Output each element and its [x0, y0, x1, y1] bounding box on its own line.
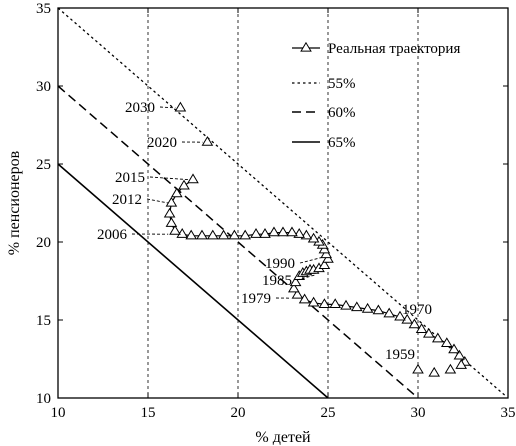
legend-label: 55%	[328, 76, 356, 92]
legend-label: 65%	[328, 135, 356, 151]
trajectory-point	[170, 187, 183, 198]
x-tick-label: 35	[501, 405, 516, 421]
trajectory-point	[307, 296, 320, 307]
trajectory-point	[422, 327, 435, 338]
y-tick-label: 30	[36, 79, 51, 95]
trajectory-point	[286, 226, 298, 237]
legend-label: 60%	[328, 105, 356, 121]
trajectory	[163, 101, 471, 377]
projection-point	[412, 363, 424, 374]
trajectory-point	[165, 196, 178, 207]
trajectory-point	[185, 229, 198, 240]
projection-point	[174, 101, 187, 112]
trajectory-point	[165, 217, 178, 227]
year-leader-2012	[146, 198, 169, 204]
year-label-2030: 2030	[125, 100, 155, 116]
trajectory-point	[178, 179, 190, 190]
trajectory-point	[372, 304, 385, 315]
year-label-2020: 2020	[147, 135, 177, 151]
year-label-2006: 2006	[97, 227, 128, 243]
trajectory-point	[228, 229, 241, 240]
gridlines	[147, 8, 419, 398]
year-label-1959: 1959	[385, 347, 415, 363]
year-label-2015: 2015	[115, 170, 145, 186]
x-axis-title: % детей	[255, 429, 311, 446]
year-label-1990: 1990	[265, 256, 295, 272]
year-leader-1985	[296, 274, 316, 281]
year-label-1970: 1970	[402, 302, 432, 318]
x-tick-label: 20	[231, 405, 246, 421]
trajectory-point	[318, 243, 331, 254]
trajectory-point	[287, 282, 300, 293]
y-tick-label: 35	[36, 1, 51, 17]
x-tick-label: 25	[321, 405, 336, 421]
y-tick-label: 25	[36, 157, 51, 173]
legend-label: Реальная траектория	[328, 41, 460, 57]
trajectory-point	[289, 276, 302, 287]
trajectory-point	[163, 207, 176, 218]
x-tick-label: 15	[141, 405, 156, 421]
x-tick-label: 10	[51, 405, 66, 421]
y-axis-title: % пенсионеров	[6, 150, 23, 255]
reference-line-65pct	[57, 163, 329, 399]
trajectory-point	[448, 343, 460, 354]
year-leader-2015	[149, 176, 189, 181]
trajectory-point	[277, 226, 289, 237]
year-label-2012: 2012	[112, 192, 142, 208]
year-label-1979: 1979	[241, 291, 271, 307]
trajectory-point	[431, 332, 444, 343]
x-tick-label: 30	[411, 405, 426, 421]
trajectory-point	[318, 298, 331, 309]
y-tick-label: 15	[36, 313, 51, 329]
trajectory-point	[217, 229, 230, 240]
trajectory-point	[329, 298, 342, 309]
year-leader-1990	[299, 257, 322, 264]
year-leader-2030	[159, 106, 176, 109]
year-label-1985: 1985	[262, 273, 292, 289]
axis-ticks: 10 15 20 25 30 35 10 15 20 25 30 35	[36, 1, 516, 421]
projection-point	[455, 359, 468, 369]
trajectory-point	[340, 299, 352, 310]
trajectory-point	[320, 248, 333, 259]
trajectory-point	[169, 224, 181, 235]
trajectory-point	[268, 226, 280, 237]
trajectory-point	[259, 228, 271, 238]
projection-point	[428, 366, 441, 377]
trajectory-point	[298, 293, 311, 304]
legend-marker	[300, 41, 312, 52]
plot-frame	[57, 7, 509, 399]
trajectory-point	[394, 310, 406, 321]
projection-point	[444, 363, 457, 374]
y-tick-label: 10	[36, 391, 51, 407]
trajectory-point	[196, 229, 208, 240]
trajectory-point	[440, 337, 453, 348]
trajectory-point	[318, 259, 331, 270]
legend: Реальная траектория 55% 60% 65%	[292, 41, 460, 151]
reference-lines	[57, 7, 507, 399]
trajectory-point	[383, 307, 396, 318]
trajectory-point	[250, 228, 262, 238]
trajectory-point	[239, 229, 252, 240]
trajectory-point	[350, 301, 363, 312]
trajectory-point	[408, 318, 421, 329]
trajectory-point	[361, 302, 374, 313]
trajectory-point	[187, 173, 199, 184]
trajectory-point	[322, 252, 334, 263]
reference-line-60pct	[57, 85, 419, 399]
trajectory-point	[291, 288, 304, 299]
projection-point	[201, 135, 214, 146]
trajectory-point	[206, 229, 219, 240]
trajectory-point	[415, 323, 428, 333]
trajectory-point	[453, 349, 466, 360]
y-tick-label: 20	[36, 235, 51, 251]
